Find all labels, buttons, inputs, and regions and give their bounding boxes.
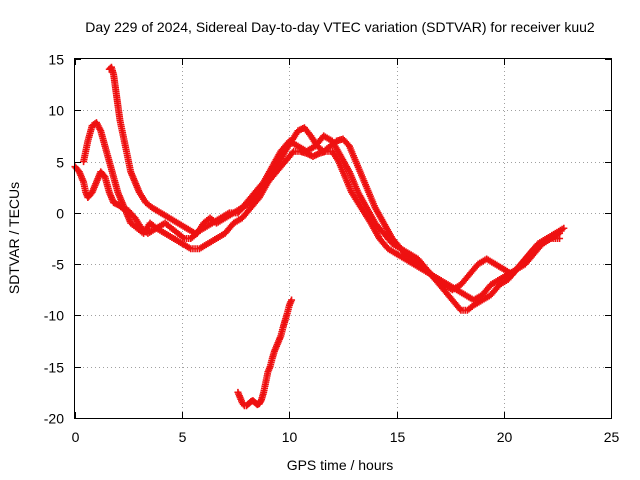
y-tick-label: 15: [48, 52, 64, 68]
data-points: [71, 63, 568, 410]
y-tick-label: -5: [52, 257, 65, 273]
y-tick-label: 10: [48, 103, 64, 119]
axis-ticks: 0 5 10 15 20 25 -20 -15 -10 -5 0 5 10 15: [44, 52, 620, 446]
y-tick-label: -15: [44, 360, 64, 376]
data-point: [288, 296, 296, 304]
x-tick-label: 25: [604, 429, 620, 445]
y-tick-label: -10: [44, 308, 64, 324]
grid: [75, 59, 611, 418]
x-tick-label: 15: [390, 429, 406, 445]
x-tick-label: 10: [282, 429, 298, 445]
data-point: [560, 224, 568, 232]
y-tick-label: -20: [44, 411, 64, 427]
series-arc-1: [71, 147, 564, 304]
x-tick-label: 0: [72, 429, 80, 445]
chart-title: Day 229 of 2024, Sidereal Day-to-day VTE…: [85, 19, 595, 35]
x-tick-label: 5: [179, 429, 187, 445]
series-arc-3: [105, 63, 564, 314]
x-tick-label: 20: [497, 429, 513, 445]
data-point: [556, 235, 564, 242]
y-axis-label: SDTVAR / TECUs: [6, 182, 22, 294]
plot-frame: [74, 58, 612, 419]
y-tick-label: 5: [56, 155, 64, 171]
y-tick-label: 0: [56, 206, 64, 222]
data-point: [288, 149, 296, 157]
data-point: [456, 305, 464, 313]
x-axis-label: GPS time / hours: [287, 457, 394, 473]
series-arc-4: [234, 296, 296, 410]
